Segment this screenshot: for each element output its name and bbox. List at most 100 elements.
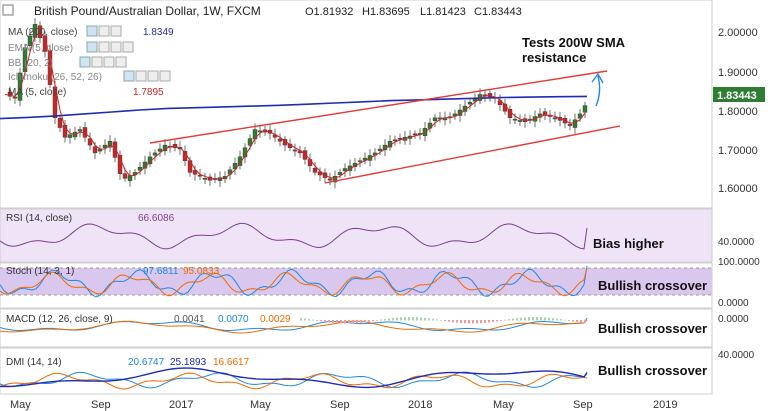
candle-body	[412, 133, 418, 136]
arrow-head-icon	[591, 72, 604, 84]
close-icon[interactable]	[159, 70, 171, 82]
macd-bar	[308, 319, 310, 321]
candle-body	[432, 117, 438, 121]
macd-bar	[580, 320, 582, 323]
dmi-v3: 16.6617	[213, 357, 250, 368]
price-panel	[0, 0, 713, 209]
add-icon[interactable]	[103, 56, 115, 68]
macd-bar	[468, 320, 470, 324]
macd-bar	[480, 320, 482, 324]
ma5-value: 1.7895	[133, 87, 164, 98]
rsi-panel	[0, 208, 713, 263]
time-axis-tick: Sep	[573, 399, 593, 411]
panel-frames	[0, 0, 713, 395]
settings-icon[interactable]	[135, 70, 147, 82]
macd-bar	[320, 320, 322, 322]
eye-icon[interactable]	[86, 41, 98, 53]
candle-body	[27, 35, 33, 46]
macd-bar	[528, 317, 530, 321]
candle-body	[87, 138, 93, 146]
candle-body	[92, 146, 98, 154]
time-axis-tick: Sep	[330, 399, 350, 411]
sma-note-line2: resistance	[522, 50, 586, 65]
stoch-k-value: 97.6811	[143, 266, 179, 277]
macd-bar	[328, 320, 330, 323]
macd-bar	[508, 319, 510, 321]
close-icon[interactable]	[115, 56, 127, 68]
macd-bar	[316, 320, 318, 321]
eye-icon[interactable]	[123, 70, 135, 82]
macd-v2: 0.0070	[218, 314, 249, 325]
time-axis-tick: May	[493, 399, 514, 411]
settings-icon[interactable]	[91, 56, 103, 68]
settings-icon[interactable]	[98, 41, 110, 53]
macd-bar	[536, 317, 538, 321]
candle-body	[152, 152, 158, 156]
dmi-panel	[0, 347, 713, 395]
macd-bar	[540, 317, 542, 321]
macd-v3: 0.0029	[260, 314, 291, 325]
add-icon[interactable]	[147, 70, 159, 82]
close-icon[interactable]	[110, 25, 122, 37]
macd-bar	[312, 319, 314, 321]
candle-body	[272, 134, 278, 138]
candle-body	[317, 171, 323, 176]
legend-controls[interactable]	[79, 25, 171, 82]
macd-bar	[412, 317, 414, 321]
macd-panel	[0, 308, 713, 348]
macd-bar	[524, 317, 526, 321]
macd-bar	[492, 320, 494, 323]
macd-bar	[516, 318, 518, 321]
macd-bar	[396, 317, 398, 321]
macd-bar	[404, 317, 406, 321]
macd-bar	[428, 318, 430, 321]
candle-body	[342, 168, 348, 172]
close-icon[interactable]	[122, 41, 134, 53]
macd-note: Bullish crossover	[598, 321, 707, 336]
macd-bar	[400, 317, 402, 321]
candle-body	[57, 117, 63, 128]
collapse-icon[interactable]	[2, 4, 14, 16]
rsi-note: Bias higher	[593, 236, 664, 251]
time-axis-tick: May	[250, 399, 271, 411]
candle-body	[312, 168, 318, 173]
settings-icon[interactable]	[98, 25, 110, 37]
price-axis-tick: 2.00000	[718, 27, 758, 39]
stoch-label: Stoch (14, 3, 1)	[6, 266, 74, 277]
candle-body	[112, 141, 118, 158]
add-icon[interactable]	[110, 41, 122, 53]
price-axis-tick: 1.90000	[718, 67, 758, 79]
stoch-d-line	[0, 267, 588, 297]
macd-bar	[476, 320, 478, 324]
candle-body	[337, 172, 343, 175]
candle-body	[377, 148, 383, 151]
price-axis-tick: 1.80000	[718, 106, 758, 118]
dmi-note: Bullish crossover	[598, 363, 707, 378]
macd-bar	[556, 318, 558, 321]
candle-body	[327, 178, 333, 181]
candle-body	[17, 72, 23, 101]
macd-bar	[300, 318, 302, 321]
candle-body	[302, 150, 308, 160]
macd-bar	[380, 319, 382, 321]
macd-bar	[552, 318, 554, 321]
macd-bar	[548, 317, 550, 321]
stoch-tick-100: 100.0000	[718, 257, 760, 268]
macd-bar	[424, 317, 426, 321]
eye-icon[interactable]	[79, 56, 91, 68]
macd-bar	[444, 320, 446, 322]
candle-body	[247, 138, 253, 146]
macd-bar	[532, 317, 534, 321]
eye-icon[interactable]	[86, 25, 98, 37]
macd-bar	[360, 320, 362, 323]
candle-body	[392, 139, 398, 142]
macd-bar	[576, 320, 578, 323]
macd-tick-0: 0.0000	[718, 314, 749, 325]
bb-legend: BB (20, 2)	[8, 58, 53, 69]
macd-bar	[368, 320, 370, 322]
rsi-label: RSI (14, close)	[6, 213, 72, 224]
macd-bar	[304, 318, 306, 321]
stoch-k-line	[0, 265, 588, 298]
candle-body	[487, 93, 493, 98]
up-arrow	[595, 75, 601, 107]
